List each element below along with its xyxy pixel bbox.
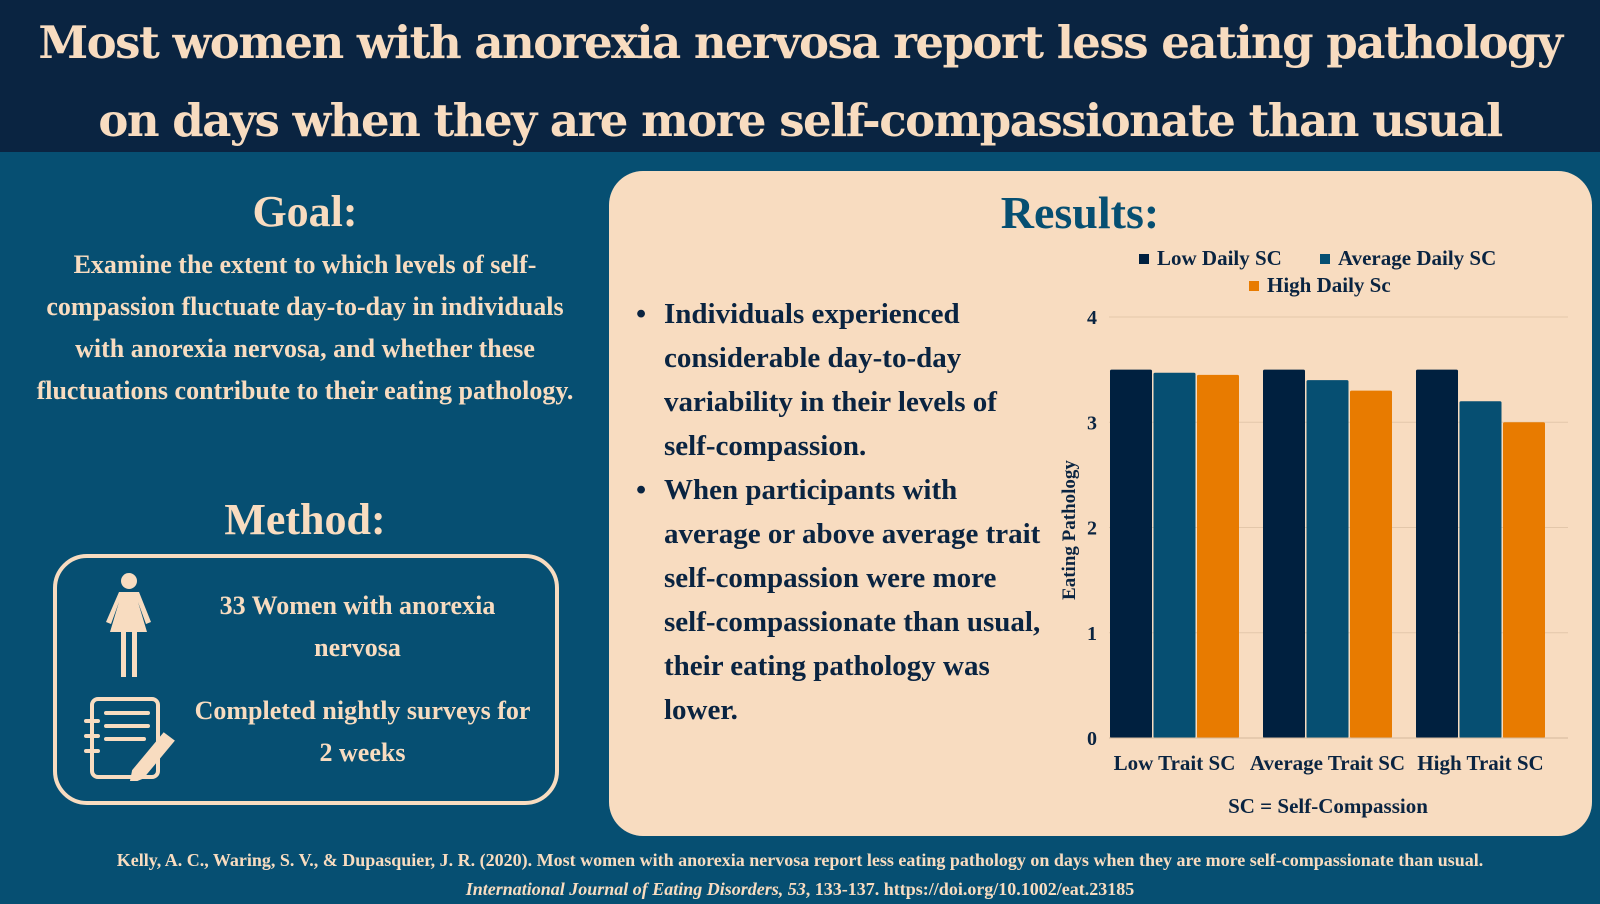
bar-low-daily-sc — [1110, 369, 1152, 738]
y-tick-label: 4 — [1087, 307, 1097, 329]
bar-high-daily-sc — [1197, 374, 1239, 738]
bar-low-daily-sc — [1263, 369, 1305, 738]
legend-swatch — [1320, 253, 1330, 264]
header: Most women with anorexia nervosa report … — [0, 0, 1600, 152]
method-participants: 33 Women with anorexia nervosa — [219, 591, 496, 662]
legend-item: High Daily Sc — [1249, 273, 1391, 298]
x-tick-label: Average Trait SC — [1250, 751, 1405, 775]
results-title: Results: — [1000, 187, 1160, 238]
legend-swatch — [1249, 280, 1259, 291]
y-tick-label: 2 — [1087, 518, 1097, 540]
bar-average-daily-sc — [1153, 372, 1196, 738]
legend-label: High Daily Sc — [1267, 273, 1391, 297]
results-bullet: When participants with average or above … — [634, 468, 1044, 732]
x-tick-label: High Trait SC — [1417, 751, 1543, 775]
goal-title: Goal: — [252, 187, 358, 236]
method-procedure: Completed nightly surveys for 2 weeks — [194, 696, 531, 767]
title-line-2: on days when they are more self-compassi… — [98, 94, 1503, 147]
bar-low-daily-sc — [1416, 369, 1458, 738]
bar-high-daily-sc — [1503, 422, 1545, 738]
y-tick-label: 3 — [1087, 412, 1097, 434]
citation: Kelly, A. C., Waring, S. V., & Dupasquie… — [0, 846, 1600, 904]
bar-high-daily-sc — [1350, 390, 1392, 738]
woman-icon — [106, 573, 151, 677]
legend-label: Average Daily SC — [1338, 246, 1497, 270]
notebook-pen-icon — [84, 697, 175, 781]
legend-swatch — [1139, 253, 1149, 264]
citation-journal: International Journal of Eating Disorder… — [465, 879, 806, 899]
bar-average-daily-sc — [1459, 401, 1502, 738]
x-axis-title: SC = Self-Compassion — [1228, 794, 1428, 818]
citation-line-1: Kelly, A. C., Waring, S. V., & Dupasquie… — [116, 850, 1484, 870]
method-title: Method: — [224, 495, 386, 544]
y-axis-title: Eating Pathology — [1059, 460, 1080, 600]
bar-average-daily-sc — [1306, 380, 1349, 738]
method-box — [53, 554, 559, 805]
y-tick-label: 0 — [1087, 728, 1097, 750]
citation-line-2: , 133-137. https://doi.org/10.1002/eat.2… — [805, 879, 1135, 899]
results-bullets: Individuals experienced considerable day… — [634, 292, 1044, 732]
x-tick-label: Low Trait SC — [1114, 751, 1236, 775]
results-bullet: Individuals experienced considerable day… — [634, 292, 1044, 468]
legend-label: Low Daily SC — [1157, 246, 1282, 270]
goal-text: Examine the extent to which levels of se… — [36, 250, 574, 405]
legend-item: Average Daily SC — [1320, 246, 1496, 271]
title-line-1: Most women with anorexia nervosa report … — [38, 16, 1563, 69]
legend-item: Low Daily SC — [1139, 246, 1282, 271]
y-tick-label: 1 — [1087, 623, 1097, 645]
